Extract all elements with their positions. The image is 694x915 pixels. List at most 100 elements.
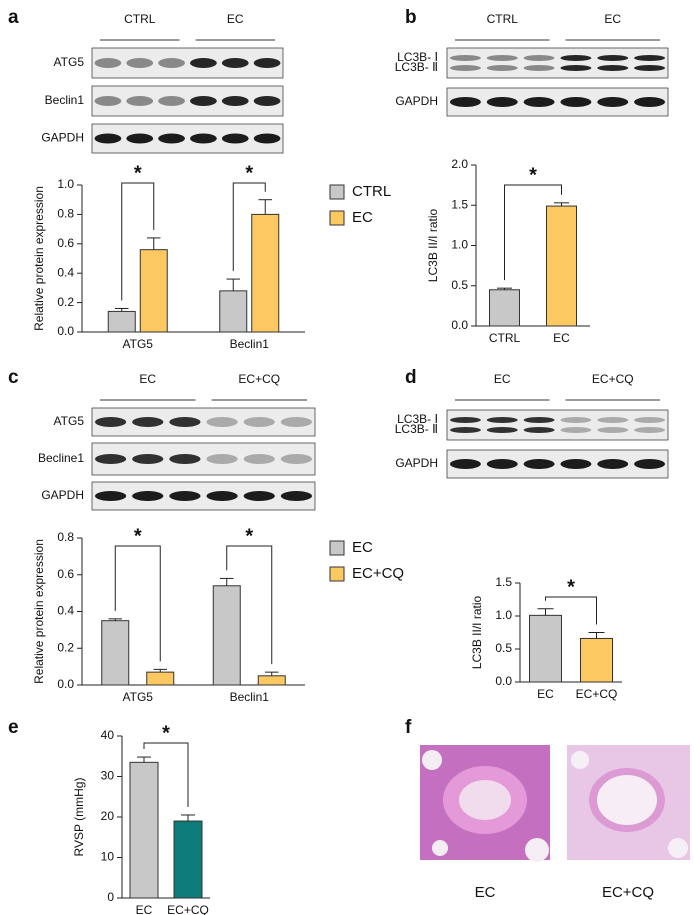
blot-band bbox=[221, 96, 249, 106]
legend-swatch bbox=[329, 184, 345, 200]
significance-star: * bbox=[529, 164, 537, 186]
y-tick-label: 30 bbox=[101, 769, 115, 783]
y-axis-label: LC3B II/I ratio bbox=[426, 208, 440, 282]
blot-row-label: GAPDH bbox=[41, 488, 84, 502]
blot-band bbox=[560, 427, 592, 433]
blot-band bbox=[523, 427, 555, 433]
y-tick-label: 0 bbox=[107, 890, 114, 904]
blot-band bbox=[132, 454, 164, 464]
panel-label: c bbox=[8, 367, 19, 388]
bar bbox=[146, 671, 175, 686]
blot-band bbox=[253, 58, 281, 68]
y-axis-label: LC3B II/I ratio bbox=[470, 595, 484, 669]
blot-row-label: GAPDH bbox=[395, 456, 438, 470]
blot-band bbox=[597, 417, 629, 423]
blot-image bbox=[91, 442, 316, 476]
legend-label: EC+CQ bbox=[352, 565, 404, 582]
y-tick-label: 0.5 bbox=[495, 641, 512, 655]
blot-band bbox=[523, 417, 555, 423]
panel-label: a bbox=[8, 7, 19, 28]
blot-image bbox=[91, 407, 316, 437]
blot-band bbox=[280, 491, 313, 501]
y-tick-label: 0.0 bbox=[495, 674, 512, 688]
y-tick-label: 0.6 bbox=[57, 567, 74, 581]
y-tick-label: 0.0 bbox=[57, 324, 74, 338]
blot-band bbox=[449, 97, 481, 107]
blot-group-label: EC bbox=[227, 12, 244, 26]
blot-band bbox=[158, 58, 185, 68]
legend-label: EC bbox=[352, 539, 373, 556]
blot-band bbox=[126, 133, 154, 144]
blot-band bbox=[523, 65, 555, 71]
blot-band bbox=[94, 58, 122, 68]
y-tick-label: 0.6 bbox=[57, 236, 74, 250]
blot-band bbox=[634, 417, 666, 423]
blot-band bbox=[206, 491, 238, 501]
significance-star: * bbox=[245, 525, 253, 547]
blot-row-label: LC3B- Ⅱ bbox=[395, 60, 438, 74]
blot-band bbox=[190, 96, 217, 106]
blot-row-label: LC3B- Ⅰ bbox=[397, 412, 438, 426]
alveolus bbox=[525, 838, 549, 862]
y-tick-label: 0.8 bbox=[57, 530, 74, 544]
blot-band bbox=[94, 454, 127, 464]
y-tick-label: 0.4 bbox=[57, 265, 74, 279]
blot-band bbox=[523, 55, 555, 61]
y-tick-label: 0.5 bbox=[451, 278, 468, 292]
significance-bracket bbox=[504, 184, 562, 281]
x-tick-label: ATG5 bbox=[123, 337, 154, 351]
blot-band bbox=[253, 133, 281, 144]
blot-band bbox=[449, 417, 481, 423]
y-tick-label: 0.2 bbox=[57, 640, 74, 654]
panel-label: e bbox=[8, 717, 19, 738]
blot-group-label: EC bbox=[139, 372, 156, 386]
alveolus bbox=[668, 838, 688, 858]
blot-band bbox=[132, 417, 164, 427]
blot-image bbox=[91, 123, 284, 154]
y-tick-label: 10 bbox=[101, 850, 115, 864]
blot-row-label: Becline1 bbox=[38, 451, 84, 465]
x-tick-label: EC bbox=[553, 331, 570, 345]
blot-image bbox=[91, 85, 284, 117]
blot-row-label: GAPDH bbox=[395, 94, 438, 108]
bar bbox=[139, 249, 168, 333]
y-tick-label: 0.0 bbox=[451, 318, 468, 332]
x-tick-label: EC+CQ bbox=[167, 903, 209, 915]
blot-band bbox=[449, 65, 481, 71]
blot-band bbox=[634, 55, 666, 61]
blot-band bbox=[634, 65, 666, 71]
blot-band bbox=[486, 427, 518, 433]
blot-band bbox=[634, 459, 666, 469]
panel-label: d bbox=[405, 367, 417, 388]
blot-band bbox=[126, 58, 154, 68]
significance-star: * bbox=[134, 162, 142, 184]
blot-band bbox=[158, 133, 185, 144]
y-axis-label: Relative protein expression bbox=[32, 186, 46, 331]
histology-images bbox=[420, 745, 690, 862]
y-tick-label: 1.0 bbox=[57, 177, 74, 191]
blot-band bbox=[486, 65, 518, 71]
blot-band bbox=[206, 417, 238, 427]
blot-band bbox=[560, 459, 592, 469]
blot-image bbox=[446, 87, 669, 117]
blot-band bbox=[190, 58, 217, 68]
blot-group-label: CTRL bbox=[124, 12, 156, 26]
legend-swatch bbox=[329, 540, 345, 556]
y-tick-label: 0.0 bbox=[57, 677, 74, 691]
blot-band bbox=[206, 454, 238, 464]
blot-row-label: ATG5 bbox=[54, 414, 85, 428]
significance-star: * bbox=[567, 576, 575, 598]
blot-band bbox=[597, 55, 629, 61]
blot-group-label: EC+CQ bbox=[592, 372, 634, 386]
blot-band bbox=[132, 491, 164, 501]
bar bbox=[489, 289, 520, 327]
significance-bracket bbox=[232, 182, 266, 272]
alveolus bbox=[432, 840, 448, 856]
x-tick-label: Beclin1 bbox=[230, 337, 270, 351]
legend-label: EC bbox=[352, 209, 373, 226]
blot-band bbox=[158, 96, 185, 106]
histology-label: EC+CQ bbox=[602, 884, 654, 901]
blot-image bbox=[91, 47, 284, 79]
blot-band bbox=[169, 417, 201, 427]
blot-band bbox=[169, 491, 201, 501]
